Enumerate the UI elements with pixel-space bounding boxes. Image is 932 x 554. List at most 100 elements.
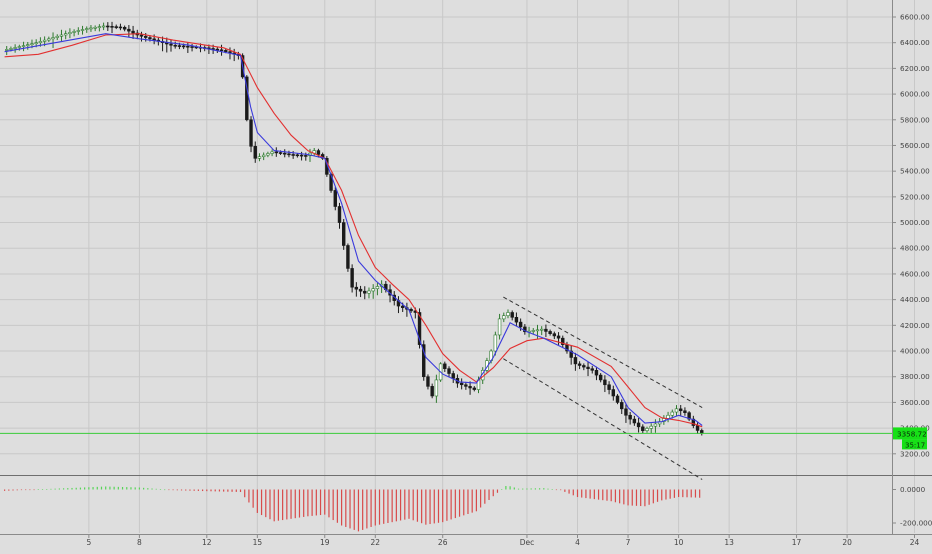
candle-body [283, 152, 287, 155]
histogram-bar [71, 487, 73, 490]
histogram-bar [147, 488, 149, 490]
candle-body [679, 408, 683, 412]
candle-body [38, 41, 43, 43]
current-price-badge [893, 427, 927, 440]
histogram-bar [303, 489, 305, 517]
histogram-bar [530, 488, 532, 490]
histogram-bar [341, 489, 343, 526]
candles [5, 21, 704, 436]
histogram-bar [231, 489, 233, 492]
histogram-bar [4, 489, 6, 491]
histogram-bar [421, 489, 423, 524]
histogram-bar [484, 489, 486, 504]
candle-body [577, 363, 582, 366]
histogram-bar [25, 489, 27, 491]
histogram-bar [88, 487, 90, 490]
price-tick-label: 4800.00 [900, 244, 930, 253]
candle-body [85, 28, 89, 30]
candle-body [224, 50, 228, 52]
histogram-bar [62, 488, 65, 490]
histogram-bar [538, 488, 541, 490]
candle-body [674, 408, 679, 413]
candle-body [354, 286, 359, 290]
histogram-bar [16, 489, 18, 491]
candle-body [63, 33, 68, 36]
histogram-bar [206, 489, 208, 492]
candle-body [21, 45, 26, 47]
histogram-bar [631, 489, 633, 506]
histogram-bar [627, 489, 629, 506]
histogram-bar [619, 489, 621, 504]
histogram-bar [159, 489, 162, 490]
time-tick-label: 17 [792, 538, 802, 547]
time-tick-label: 20 [842, 538, 852, 547]
candle-body [598, 374, 603, 381]
time-tick-label: 15 [253, 538, 263, 547]
price-tick-label: 5000.00 [900, 218, 930, 227]
histogram-bar [623, 489, 625, 505]
histogram-bar [315, 489, 317, 516]
candle-body [299, 154, 304, 157]
histogram-bar [505, 485, 507, 490]
candle-body [249, 119, 253, 147]
candle-body [89, 27, 93, 30]
candle-body [417, 312, 422, 345]
histogram-bar [404, 489, 406, 520]
histogram-bar [307, 489, 309, 517]
price-tick-label: 5800.00 [900, 115, 930, 124]
histogram-bar [168, 489, 170, 491]
histogram-bar [501, 489, 503, 490]
histogram-bar [669, 489, 671, 499]
histogram-bar [509, 486, 511, 490]
candle-body [122, 26, 127, 30]
histogram-tick-label: -200.0000 [900, 519, 932, 528]
histogram-tick-label: 0.0000 [900, 485, 926, 494]
candle-body [342, 222, 346, 246]
histogram-bar [387, 489, 389, 523]
candle-body [80, 29, 85, 31]
time-tick-label: 10 [674, 538, 684, 547]
time-tick-label: 19 [320, 538, 330, 547]
time-tick-label: 7 [626, 538, 631, 547]
histogram-bar [286, 489, 288, 520]
candle-body [641, 426, 645, 431]
histogram-bar [597, 489, 600, 500]
candle-body [13, 47, 17, 49]
candle-body [607, 384, 611, 390]
histogram-bar [543, 488, 545, 490]
candle-body [683, 410, 687, 413]
histogram-bar [294, 489, 296, 519]
candle-body [624, 408, 628, 416]
candle-body [287, 153, 291, 156]
candle-body [270, 151, 274, 154]
price-tick-label: 5600.00 [900, 141, 930, 150]
histogram-bar [395, 489, 397, 522]
candle-body [670, 411, 674, 416]
channel-trendline[interactable] [503, 296, 703, 408]
histogram-bar [155, 488, 157, 490]
histogram-bar [260, 489, 263, 516]
histogram-bar [67, 488, 69, 490]
histogram-bar [105, 486, 107, 490]
candle-body [506, 312, 510, 316]
candle-body [603, 379, 607, 386]
channel-trendline[interactable] [503, 358, 703, 480]
histogram-bar [593, 489, 595, 500]
candle-body [544, 328, 548, 332]
candle-body [611, 389, 616, 397]
candle-body [586, 366, 590, 369]
histogram-bar [143, 487, 145, 490]
candle-body [169, 43, 173, 46]
histogram-bar [526, 488, 528, 490]
candle-body [266, 153, 270, 156]
histogram-bar [656, 489, 659, 502]
candle-body [101, 25, 106, 28]
histogram-bar [210, 489, 212, 492]
histogram-bar [589, 489, 591, 499]
candle-body [653, 423, 658, 427]
candle-body [573, 357, 578, 365]
histogram-bar [652, 489, 654, 504]
histogram-bar [29, 489, 31, 491]
